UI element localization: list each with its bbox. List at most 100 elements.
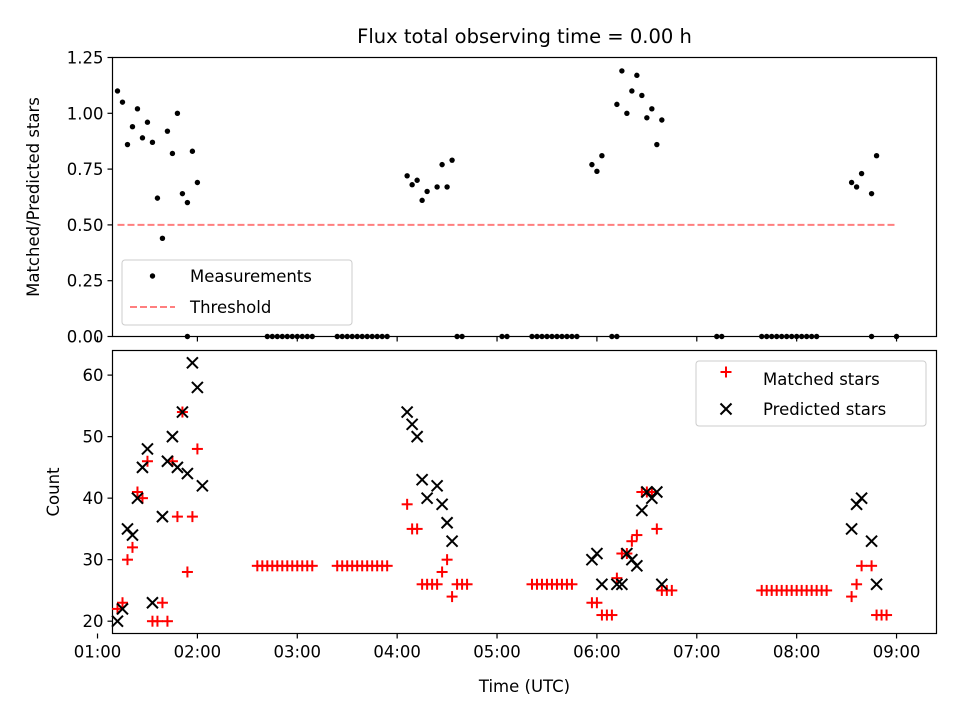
predicted-point (176, 405, 189, 419)
matched-point (611, 572, 623, 584)
measurement-point (564, 333, 570, 340)
measurement-point (189, 148, 196, 154)
matched-point (461, 578, 473, 590)
matched-point (306, 560, 318, 572)
matched-point (181, 566, 193, 578)
measurement-point (594, 168, 600, 175)
measurement-point (813, 333, 820, 340)
lower-y-axis-label: Count (44, 467, 63, 517)
chart-title: Flux total observing time = 0.00 h (357, 25, 692, 48)
measurement-point (114, 88, 121, 94)
predicted-point (870, 578, 883, 591)
measurement-point (853, 184, 860, 190)
x-tick-label: 01:00 (74, 643, 122, 662)
x-tick-label: 04:00 (373, 643, 421, 662)
measurement-point (364, 333, 370, 340)
measurement-point (654, 141, 660, 148)
measurement-point (719, 333, 725, 340)
matched-point (411, 523, 423, 535)
measurement-point (374, 333, 380, 340)
lower-panel-frame (111, 349, 938, 635)
legend-measurements-marker (149, 273, 156, 279)
measurement-point (174, 110, 181, 117)
measurement-point (559, 333, 565, 340)
measurement-point (783, 333, 790, 340)
predicted-point (146, 596, 159, 609)
matched-point (171, 511, 183, 523)
measurement-point (714, 333, 720, 340)
measurement-point (169, 150, 176, 157)
y-tick-label: 1.00 (67, 104, 104, 123)
matched-point (631, 529, 643, 541)
measurement-point (289, 333, 295, 340)
predicted-point (141, 442, 154, 456)
measurement-point (808, 333, 815, 340)
matched-point (846, 591, 858, 603)
matched-point (626, 535, 638, 547)
measurement-point (129, 123, 136, 130)
measurement-point (124, 141, 131, 148)
measurement-point (589, 161, 595, 168)
measurement-point (309, 333, 315, 340)
measurement-point (644, 115, 650, 121)
predicted-point (440, 516, 454, 529)
matched-point (591, 597, 603, 609)
predicted-point (615, 578, 629, 591)
y-tick-label: 1.25 (67, 49, 104, 68)
predicted-point (111, 614, 124, 628)
measurement-point (788, 333, 795, 340)
measurement-point (184, 199, 191, 206)
x-tick-label: 02:00 (174, 643, 222, 662)
y-tick-label: 60 (83, 366, 104, 385)
x-tick-label: 05:00 (473, 643, 521, 662)
matched-point (186, 511, 198, 523)
upper-panel-frame (111, 56, 938, 338)
predicted-point (161, 455, 174, 468)
measurement-point (649, 106, 655, 112)
measurement-point (614, 101, 620, 108)
predicted-point (855, 491, 868, 505)
measurement-point (544, 333, 550, 340)
matched-point (446, 591, 458, 603)
legend-threshold-label: Threshold (189, 298, 271, 317)
matched-point (881, 609, 893, 621)
predicted-point (136, 461, 149, 474)
measurement-point (534, 333, 540, 340)
predicted-point (595, 578, 609, 591)
measurement-point (409, 182, 415, 188)
measurement-point (764, 333, 770, 340)
measurement-point (154, 195, 161, 201)
predicted-point (590, 547, 604, 560)
lower-panel: 01:00 02:00 03:00 04:00 05:00 06:00 07:00 08:00… (44, 349, 938, 696)
measurement-point (848, 179, 855, 186)
predicted-point (191, 381, 204, 394)
predicted-point (865, 535, 878, 548)
measurement-point (134, 106, 141, 112)
measurement-point (159, 235, 166, 241)
measurement-point (619, 68, 625, 74)
measurement-point (893, 333, 900, 340)
measurement-point (778, 333, 785, 340)
lower-x-axis-label: Time (UTC) (478, 677, 570, 696)
matched-point (191, 443, 203, 455)
matched-point (151, 615, 163, 627)
measurement-point (304, 333, 310, 340)
measurement-point (454, 333, 460, 340)
matched-point (116, 597, 128, 609)
matched-point (821, 584, 833, 596)
matched-point (606, 609, 618, 621)
matched-point (431, 578, 443, 590)
matched-point (856, 560, 868, 572)
y-tick-label: 0.50 (67, 216, 104, 235)
measurement-point (504, 333, 510, 340)
matched-point (401, 498, 413, 510)
measurement-point (659, 117, 665, 123)
lower-axis-ticks: 01:00 02:00 03:00 04:00 05:00 06:00 07:00 08:00… (74, 366, 921, 661)
predicted-point (845, 522, 858, 536)
predicted-point (410, 430, 424, 443)
measurement-point (569, 333, 575, 340)
legend-predicted-marker (719, 402, 733, 416)
upper-y-axis-label: Matched/Predicted stars (24, 97, 43, 297)
predicted-point (171, 461, 184, 474)
predicted-point (655, 578, 669, 591)
